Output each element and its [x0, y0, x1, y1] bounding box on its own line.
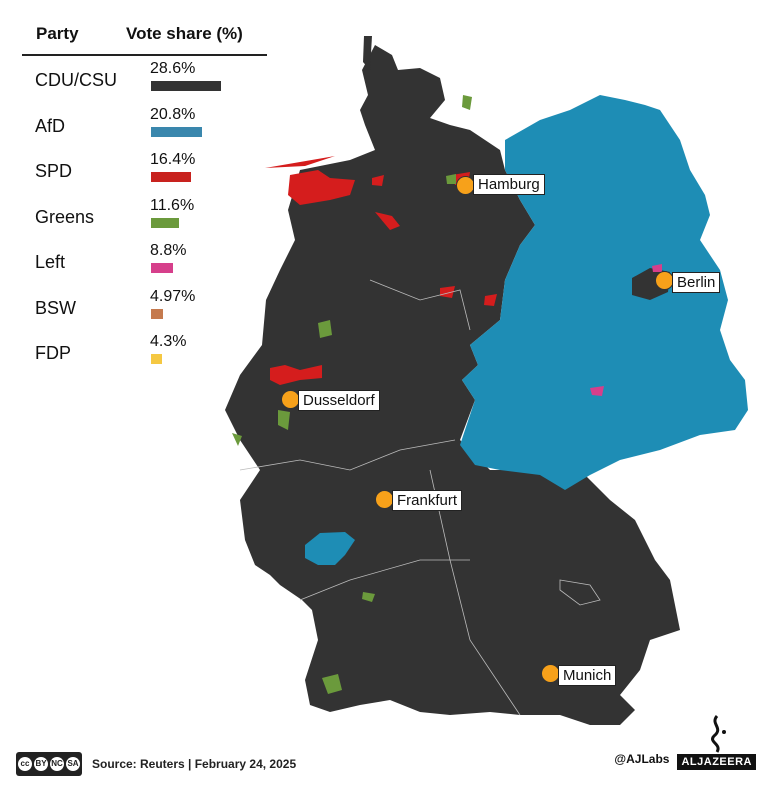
- spd-district: [372, 175, 384, 186]
- greens-district: [362, 592, 375, 602]
- spd-district: [265, 156, 335, 168]
- state-border: [239, 279, 601, 716]
- aljazeera-logo: ALJAZEERA: [677, 714, 756, 770]
- city-label-dusseldorf: Dusseldorf: [298, 390, 380, 411]
- vote-share-label: 4.3%: [150, 333, 187, 350]
- vote-share-label: 11.6%: [150, 196, 195, 214]
- vote-share-bar: [151, 172, 192, 182]
- party-name: FDP: [35, 343, 71, 363]
- left-district: [652, 264, 662, 272]
- legend-row: Greens 11.6%: [22, 193, 267, 239]
- vote-share-bar: [151, 308, 164, 319]
- greens-district: [446, 174, 456, 184]
- legend-header-party: Party: [36, 24, 79, 43]
- legend-header-share: Vote share (%): [126, 24, 243, 43]
- greens-district: [232, 433, 242, 446]
- vote-share-label: 8.8%: [150, 242, 187, 259]
- city-label-frankfurt: Frankfurt: [392, 490, 463, 511]
- city-label-berlin: Berlin: [672, 272, 721, 293]
- party-name: SPD: [35, 161, 73, 181]
- legend: Party Vote share (%) CDU/CSU 28.6% AfD 20.8…: [22, 20, 267, 375]
- spd-district: [270, 365, 322, 385]
- aljazeera-calligraphy-icon: [710, 715, 726, 753]
- footer-brand: @AJLabs ALJAZEERA: [614, 714, 756, 770]
- footer-source: cc BY NC SA Source: Reuters | February 24, …: [16, 752, 296, 776]
- greens-district: [462, 95, 472, 110]
- vote-share-label: 20.8%: [150, 105, 196, 123]
- legend-row: AfD 20.8%: [22, 102, 267, 148]
- vote-share-label: 28.6%: [150, 60, 196, 77]
- vote-share-bar: [151, 81, 221, 91]
- vote-share-bar: [151, 217, 180, 228]
- city-label-hamburg: Hamburg: [473, 174, 545, 195]
- party-name: BSW: [35, 297, 77, 318]
- spd-district: [484, 294, 497, 306]
- greens-district: [278, 410, 290, 430]
- party-name: Left: [35, 252, 66, 272]
- afd-west-patch: [305, 532, 355, 565]
- party-name: Greens: [35, 206, 95, 227]
- social-handle: @AJLabs: [614, 752, 670, 766]
- city-label-munich: Munich: [558, 665, 617, 686]
- legend-row: FDP 4.3%: [22, 329, 267, 375]
- left-district: [590, 386, 604, 396]
- legend-row: BSW 4.97%: [22, 284, 267, 330]
- source-text: Source: Reuters | February 24, 2025: [92, 757, 297, 771]
- creative-commons-by-nc-sa-icon: cc BY NC SA: [16, 752, 82, 776]
- party-name: AfD: [35, 115, 66, 136]
- aljazeera-wordmark: ALJAZEERA: [677, 754, 756, 770]
- greens-district: [318, 320, 332, 338]
- vote-share-bar: [151, 126, 202, 137]
- vote-share-label: 16.4%: [150, 151, 196, 168]
- spd-district: [440, 286, 455, 298]
- legend-rows: CDU/CSU 28.6% AfD 20.8% SPD 16.4% Greens 11.6% L…: [22, 56, 267, 375]
- party-name: CDU/CSU: [35, 70, 118, 90]
- greens-district: [322, 674, 342, 694]
- spd-district: [375, 212, 400, 230]
- vote-share-bar: [151, 354, 162, 364]
- vote-share-bar: [151, 263, 173, 273]
- vote-share-label: 4.97%: [150, 287, 196, 305]
- legend-row: CDU/CSU 28.6%: [22, 56, 267, 102]
- spd-district: [288, 170, 355, 205]
- legend-row: Left 8.8%: [22, 238, 267, 284]
- island: [363, 36, 372, 70]
- legend-header: Party Vote share (%): [22, 20, 267, 56]
- legend-row: SPD 16.4%: [22, 147, 267, 193]
